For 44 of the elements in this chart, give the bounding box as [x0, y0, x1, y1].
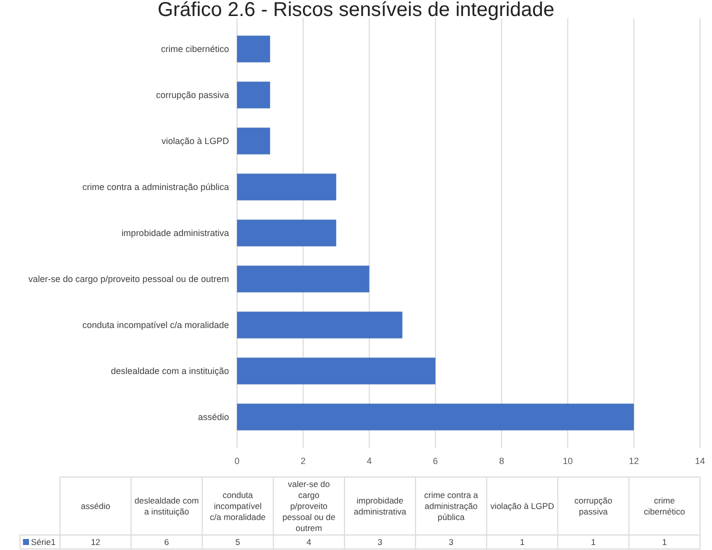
- x-tick-label: 4: [366, 456, 372, 466]
- legend-label: Série1: [31, 536, 56, 547]
- data-label: 1: [520, 536, 525, 547]
- x-tick-label: 6: [432, 456, 438, 466]
- data-label: 1: [590, 536, 596, 547]
- data-label: 4: [306, 536, 312, 547]
- bar: [237, 82, 270, 108]
- bar: [237, 312, 402, 338]
- bar: [237, 36, 270, 62]
- bar: [237, 128, 270, 154]
- category-label: crime contra a administração pública: [424, 490, 478, 522]
- category-label: improbidade administrativa: [354, 495, 406, 516]
- x-tick-label: 14: [694, 456, 706, 466]
- x-tick-label: 8: [499, 456, 504, 466]
- x-tick-label: 2: [300, 456, 306, 466]
- y-tick-label: corrupção passiva: [156, 90, 229, 100]
- data-label: 1: [662, 536, 668, 547]
- y-tick-label: crime cibernético: [160, 44, 229, 54]
- bar: [237, 404, 634, 430]
- data-label: 6: [164, 536, 170, 547]
- y-tick-label: valer-se do cargo p/proveito pessoal ou de outrem: [28, 274, 229, 284]
- bar: [237, 266, 370, 292]
- data-label: 3: [448, 536, 454, 547]
- y-tick-label: assédio: [198, 412, 229, 422]
- data-label: 3: [378, 536, 383, 547]
- chart-title: Gráfico 2.6 - Riscos sensíveis de integridade: [158, 0, 554, 21]
- y-tick-label: violação à LGPD: [161, 136, 230, 146]
- x-tick-label: 12: [628, 456, 639, 466]
- bar: [237, 358, 436, 384]
- category-label: corrupção passiva: [574, 495, 612, 516]
- data-label: 5: [235, 536, 240, 547]
- category-label: violação à LGPD: [490, 500, 554, 511]
- bar: [237, 220, 336, 246]
- x-tick-label: 10: [562, 456, 573, 466]
- bar: [237, 174, 336, 200]
- data-label: 12: [90, 536, 101, 547]
- y-tick-label: conduta incompatível c/a moralidade: [82, 320, 229, 330]
- x-tick-label: 0: [234, 456, 240, 466]
- category-label: conduta incompatível c/a moralidade: [210, 490, 266, 522]
- category-label: crime cibernético: [644, 495, 686, 516]
- y-tick-label: crime contra a administração pública: [82, 182, 229, 192]
- y-tick-label: deslealdade com a instituição: [110, 366, 229, 376]
- category-label: valer-se do cargo p/proveito pessoal ou de outrem: [282, 478, 336, 533]
- y-tick-label: improbidade administrativa: [121, 228, 229, 238]
